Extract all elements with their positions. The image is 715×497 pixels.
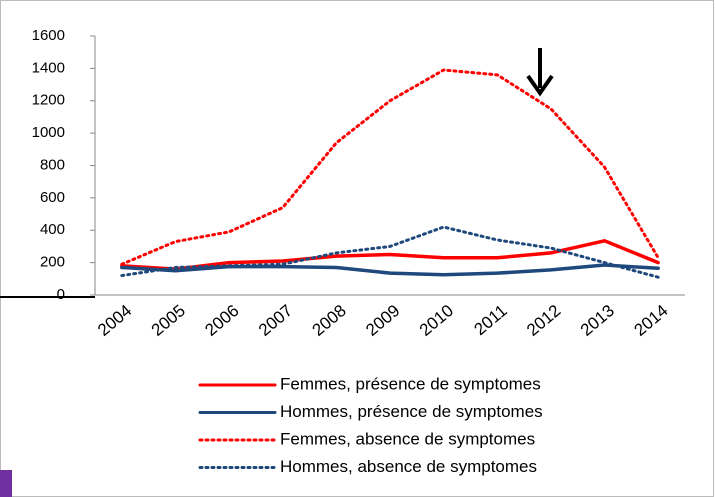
y-tick-label: 1000 bbox=[32, 124, 65, 141]
legend-label: Femmes, présence de symptomes bbox=[280, 374, 541, 393]
series-line bbox=[120, 68, 660, 266]
y-tick-label: 1400 bbox=[32, 59, 65, 76]
y-tick-label: 400 bbox=[40, 221, 65, 238]
series-line bbox=[120, 238, 660, 271]
legend-label: Femmes, absence de symptomes bbox=[280, 429, 535, 448]
y-tick-label: 800 bbox=[40, 156, 65, 173]
legend-label: Hommes, présence de symptomes bbox=[280, 402, 543, 421]
series-line bbox=[120, 225, 660, 279]
y-tick-label: 1600 bbox=[32, 27, 65, 44]
y-tick-label: 1200 bbox=[32, 92, 65, 109]
arrow bbox=[526, 48, 554, 97]
legend-label: Hommes, absence de symptomes bbox=[280, 457, 537, 476]
y-tick-label: 200 bbox=[40, 254, 65, 271]
y-tick-label: 600 bbox=[40, 189, 65, 206]
decor-block bbox=[0, 470, 12, 497]
y-tick-label: 0 bbox=[57, 286, 65, 303]
series-line bbox=[120, 263, 660, 277]
